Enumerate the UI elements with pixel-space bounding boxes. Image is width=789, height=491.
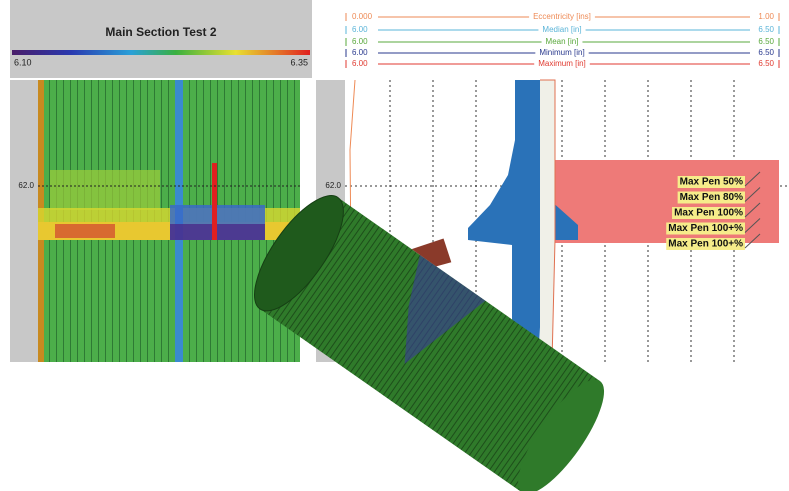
- cylinder-3d: [253, 195, 605, 491]
- depth-strip: [10, 80, 38, 362]
- annotation-leader: [744, 218, 761, 233]
- annotation-bg: [672, 207, 745, 219]
- legend-name-bg: [538, 25, 586, 35]
- heatmap-region: [50, 170, 160, 210]
- legend-name: Median [in]: [542, 25, 581, 34]
- legend-max: 6.50: [758, 25, 774, 34]
- legend-max: 6.50: [758, 59, 774, 68]
- legend: Eccentricity [ins] 0.000 1.00 Median [in] 6.…: [345, 12, 780, 69]
- annotation-label: Max Pen 50%: [680, 177, 743, 188]
- annotation-label: Max Pen 100%: [674, 208, 743, 219]
- annotation-bg: [666, 222, 745, 235]
- depth-label: 62.0: [18, 181, 34, 190]
- heatmap-purple: [170, 224, 265, 240]
- scale-max: 6.35: [290, 57, 308, 67]
- distribution: [468, 80, 578, 362]
- legend-min: 0.000: [352, 12, 373, 21]
- legend-name-bg: [535, 48, 589, 58]
- left-header: [10, 0, 312, 78]
- annotation-leader: [744, 171, 761, 187]
- annotation-bg: [677, 191, 745, 204]
- legend-min: 6.00: [352, 37, 368, 46]
- annotation-bg: [666, 238, 745, 250]
- legend-name: Minimum [in]: [539, 48, 584, 57]
- legend-max: 6.50: [758, 48, 774, 57]
- legend-max: 1.00: [758, 12, 774, 21]
- annotation-leader: [744, 233, 761, 249]
- legend-name: Mean [in]: [546, 37, 579, 46]
- legend-min: 6.00: [352, 59, 368, 68]
- annotation-label: Max Pen 80%: [680, 192, 743, 203]
- panel-title: Main Section Test 2: [105, 25, 216, 39]
- annotations: Max Pen 50% Max Pen 80% Max Pen 100% Max Pe…: [666, 171, 761, 250]
- legend-name-bg: [534, 59, 590, 69]
- heatmap-red: [212, 163, 217, 240]
- legend-name-bg: [529, 12, 595, 22]
- max-curve: [540, 79, 556, 363]
- legend-max: 6.50: [758, 37, 774, 46]
- legend-name: Eccentricity [ins]: [533, 12, 591, 21]
- legend-name: Maximum [in]: [538, 59, 586, 68]
- legend-min: 6.00: [352, 25, 368, 34]
- annotation-leader: [744, 187, 761, 202]
- depth-label: 62.0: [325, 181, 341, 190]
- annotation-label: Max Pen 100+%: [668, 223, 743, 234]
- scale-min: 6.10: [14, 57, 32, 67]
- annotation-bg: [677, 176, 745, 188]
- legend-name-bg: [541, 37, 583, 47]
- annotation-label: Max Pen 100+%: [668, 239, 743, 250]
- legend-min: 6.00: [352, 48, 368, 57]
- annotation-leader: [744, 202, 761, 218]
- heatmap-hot: [55, 224, 115, 238]
- color-scale: [12, 50, 310, 55]
